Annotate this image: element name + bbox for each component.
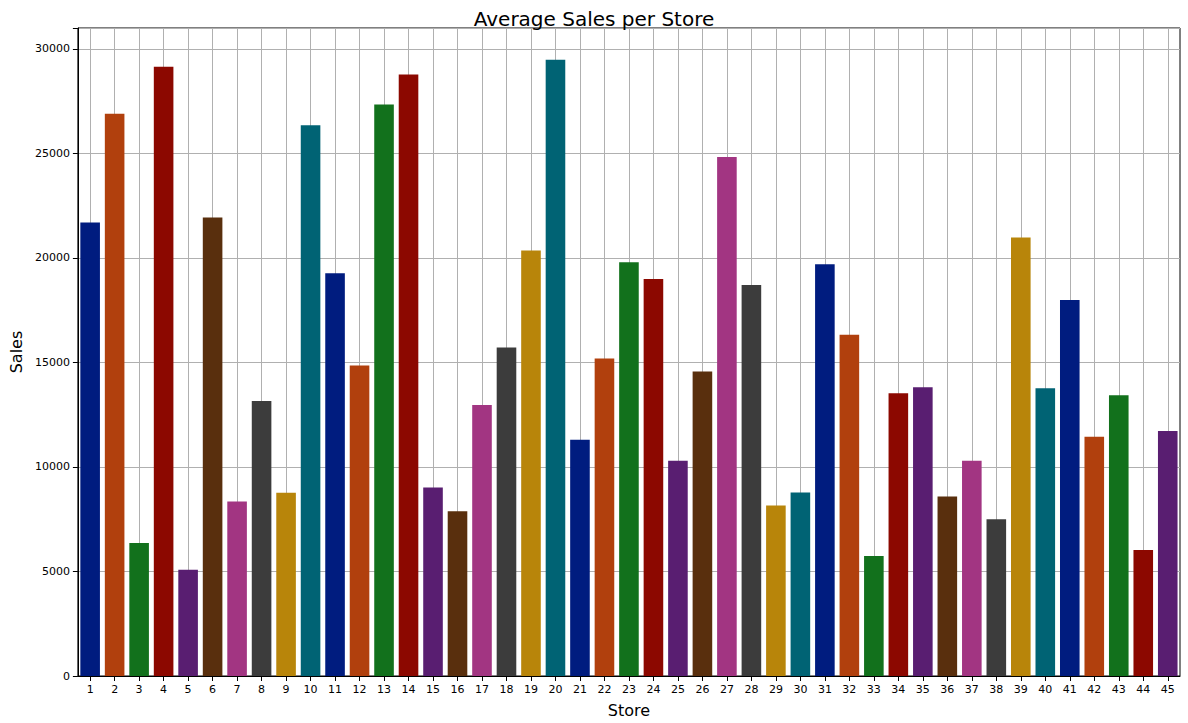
svg-text:15000: 15000 xyxy=(35,356,70,369)
svg-text:27: 27 xyxy=(720,683,734,696)
svg-text:0: 0 xyxy=(63,670,70,683)
svg-text:32: 32 xyxy=(842,683,856,696)
svg-text:Sales: Sales xyxy=(7,331,26,374)
svg-text:1: 1 xyxy=(87,683,94,696)
svg-text:13: 13 xyxy=(377,683,391,696)
svg-text:15: 15 xyxy=(426,683,440,696)
svg-text:7: 7 xyxy=(234,683,241,696)
svg-text:44: 44 xyxy=(1136,683,1150,696)
svg-text:17: 17 xyxy=(475,683,489,696)
svg-text:21: 21 xyxy=(573,683,587,696)
svg-text:37: 37 xyxy=(965,683,979,696)
svg-text:6: 6 xyxy=(209,683,216,696)
svg-text:16: 16 xyxy=(451,683,465,696)
svg-text:42: 42 xyxy=(1087,683,1101,696)
svg-text:18: 18 xyxy=(499,683,513,696)
svg-text:38: 38 xyxy=(989,683,1003,696)
svg-text:20000: 20000 xyxy=(35,251,70,264)
svg-text:5: 5 xyxy=(185,683,192,696)
svg-text:8: 8 xyxy=(258,683,265,696)
svg-text:24: 24 xyxy=(646,683,660,696)
svg-text:9: 9 xyxy=(283,683,290,696)
svg-text:26: 26 xyxy=(695,683,709,696)
svg-text:25000: 25000 xyxy=(35,147,70,160)
svg-text:25: 25 xyxy=(671,683,685,696)
svg-text:39: 39 xyxy=(1014,683,1028,696)
svg-text:28: 28 xyxy=(744,683,758,696)
svg-text:5000: 5000 xyxy=(42,565,70,578)
svg-text:10000: 10000 xyxy=(35,460,70,473)
svg-text:12: 12 xyxy=(353,683,367,696)
svg-text:33: 33 xyxy=(867,683,881,696)
svg-text:22: 22 xyxy=(597,683,611,696)
svg-text:36: 36 xyxy=(940,683,954,696)
svg-text:30: 30 xyxy=(793,683,807,696)
svg-text:3: 3 xyxy=(136,683,143,696)
svg-text:4: 4 xyxy=(160,683,167,696)
svg-text:45: 45 xyxy=(1161,683,1175,696)
svg-text:31: 31 xyxy=(818,683,832,696)
svg-text:34: 34 xyxy=(891,683,905,696)
svg-text:Store: Store xyxy=(608,701,650,720)
svg-text:30000: 30000 xyxy=(35,42,70,55)
svg-text:29: 29 xyxy=(769,683,783,696)
svg-text:11: 11 xyxy=(328,683,342,696)
svg-text:40: 40 xyxy=(1038,683,1052,696)
svg-text:14: 14 xyxy=(402,683,416,696)
svg-text:35: 35 xyxy=(916,683,930,696)
svg-text:10: 10 xyxy=(304,683,318,696)
svg-text:Average Sales per Store: Average Sales per Store xyxy=(474,7,715,31)
svg-text:19: 19 xyxy=(524,683,538,696)
svg-text:20: 20 xyxy=(548,683,562,696)
svg-text:43: 43 xyxy=(1112,683,1126,696)
svg-text:23: 23 xyxy=(622,683,636,696)
svg-text:2: 2 xyxy=(111,683,118,696)
svg-text:41: 41 xyxy=(1063,683,1077,696)
